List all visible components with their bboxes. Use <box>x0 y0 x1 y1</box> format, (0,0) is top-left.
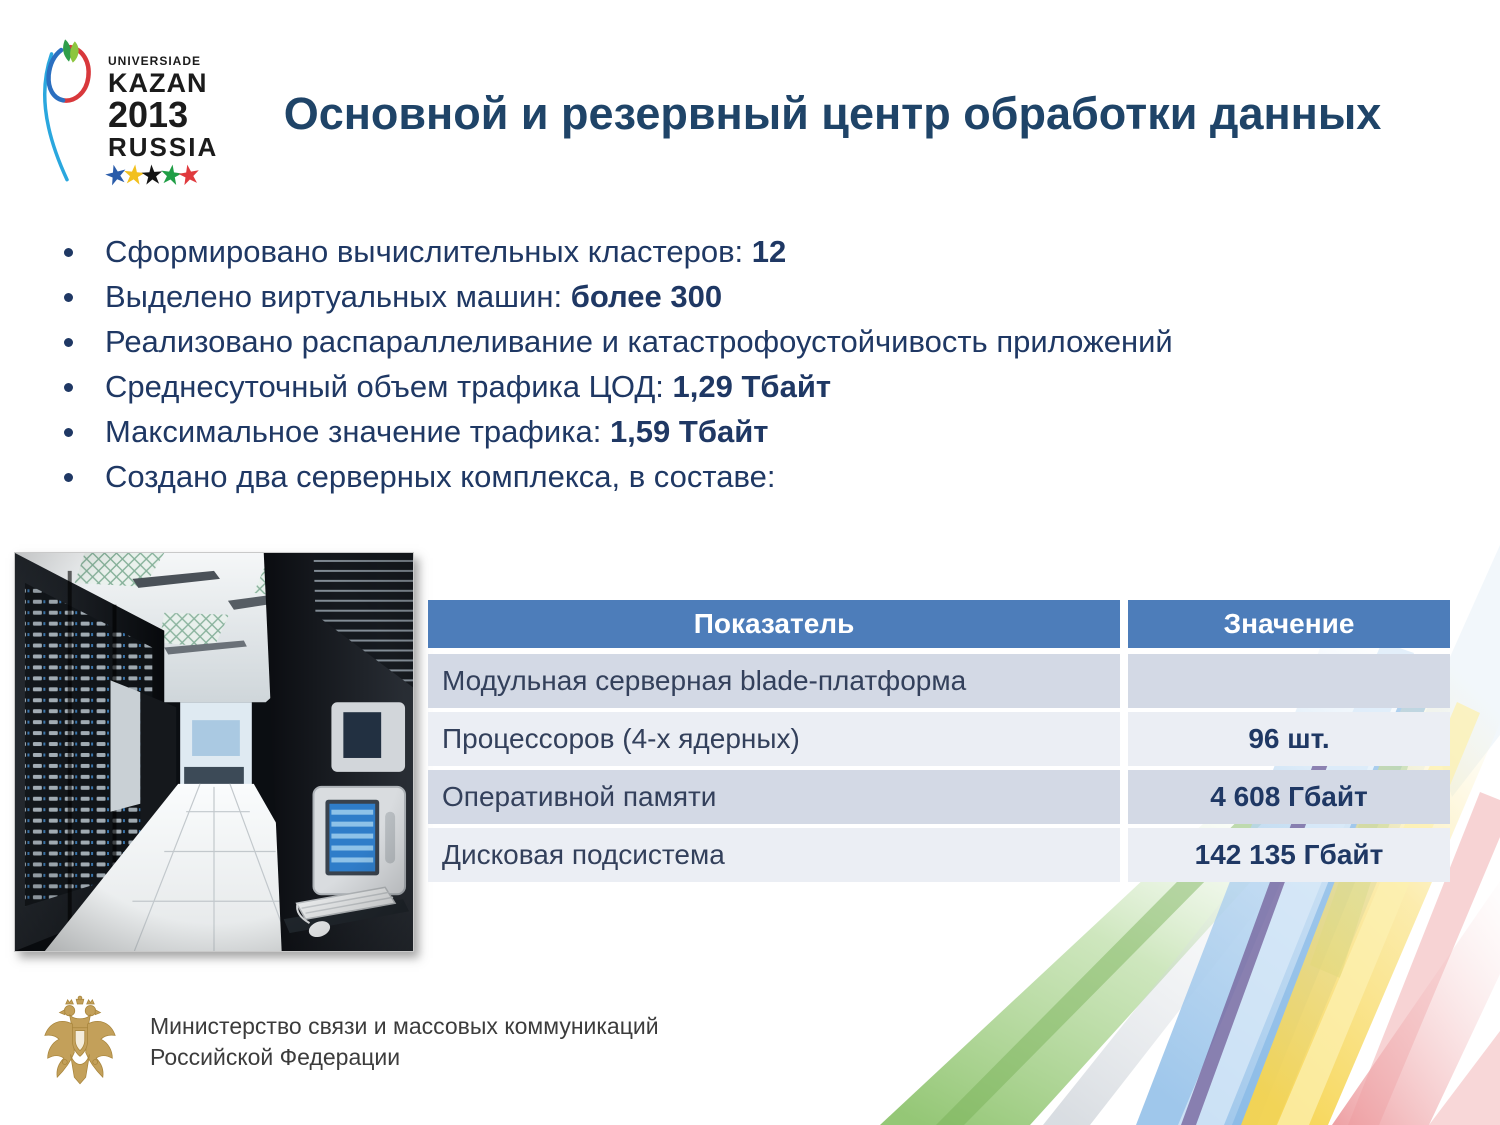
table-cell-value: 142 135 Гбайт <box>1128 828 1450 882</box>
bullet-text: Выделено виртуальных машин: <box>105 279 571 314</box>
ministry-line-1: Министерство связи и массовых коммуникац… <box>150 1013 659 1039</box>
bullet-dot-icon <box>64 473 73 482</box>
double-eagle-emblem-icon <box>44 995 116 1085</box>
bullet-dot-icon <box>64 248 73 257</box>
table-cell-value <box>1128 654 1450 708</box>
bullet-text-bold: более 300 <box>570 279 723 314</box>
bullet-text-bold: 1,29 Тбайт <box>672 369 832 404</box>
bullet-list: Сформировано вычислительных кластеров: 1… <box>55 236 1415 506</box>
table-row: Дисковая подсистема 142 135 Гбайт <box>428 828 1450 882</box>
table-body: Модульная серверная blade-платформа Проце… <box>428 654 1450 882</box>
star-icon: ★ <box>174 158 204 192</box>
server-room-illustration <box>15 553 413 951</box>
logo-kazan: KAZAN <box>108 68 208 98</box>
bullet-text: Создано два серверных комплекса, в соста… <box>105 459 776 494</box>
bullet-item: Выделено виртуальных машин: более 300 <box>55 281 1415 313</box>
table-row: Оперативной памяти 4 608 Гбайт <box>428 770 1450 824</box>
spec-table: Показатель Значение Модульная серверная … <box>428 600 1450 886</box>
bullet-item: Сформировано вычислительных кластеров: 1… <box>55 236 1415 268</box>
logo-text-block: UNIVERSIADE KAZAN 2013 RUSSIA ★★★★★ <box>101 34 219 192</box>
table-header-indicator: Показатель <box>428 600 1120 648</box>
table-header-row: Показатель Значение <box>428 600 1450 648</box>
table-cell-label: Дисковая подсистема <box>428 828 1120 882</box>
bullet-item: Реализовано распараллеливание и катастро… <box>55 326 1415 358</box>
bullet-dot-icon <box>64 338 73 347</box>
table-cell-label: Процессоров (4-х ядерных) <box>428 712 1120 766</box>
table-cell-label: Оперативной памяти <box>428 770 1120 824</box>
bullet-dot-icon <box>64 293 73 302</box>
bullet-dot-icon <box>64 428 73 437</box>
bullet-text-bold: 1,59 Тбайт <box>609 414 769 449</box>
table-header-value: Значение <box>1128 600 1450 648</box>
logo-year: 2013 <box>108 94 189 135</box>
table-row: Модульная серверная blade-платформа <box>428 654 1450 708</box>
bullet-text: Реализовано распараллеливание и катастро… <box>105 324 1173 359</box>
table-cell-value: 4 608 Гбайт <box>1128 770 1450 824</box>
table-row: Процессоров (4-х ядерных) 96 шт. <box>428 712 1450 766</box>
bullet-text: Среднесуточный объем трафика ЦОД: <box>105 369 673 404</box>
table-cell-label: Модульная серверная blade-платформа <box>428 654 1120 708</box>
page-title: Основной и резервный центр обработки дан… <box>283 88 1382 139</box>
ministry-footer: Министерство связи и массовых коммуникац… <box>42 992 659 1094</box>
bullet-item: Среднесуточный объем трафика ЦОД: 1,29 Т… <box>55 371 1415 403</box>
logo-stars: ★★★★★ <box>101 158 218 193</box>
server-room-photo <box>14 552 414 952</box>
bullet-dot-icon <box>64 383 73 392</box>
table-cell-value: 96 шт. <box>1128 712 1450 766</box>
ministry-line-2: Российской Федерации <box>150 1044 401 1070</box>
bullet-text: Сформировано вычислительных кластеров: <box>105 234 752 269</box>
logo-universiade: UNIVERSIADE <box>108 54 202 68</box>
universiade-swoosh-icon <box>43 39 91 182</box>
logo-russia: RUSSIA <box>108 132 219 162</box>
bullet-text-bold: 12 <box>751 234 787 269</box>
ministry-name: Министерство связи и массовых коммуникац… <box>150 992 659 1094</box>
universiade-logo: UNIVERSIADE KAZAN 2013 RUSSIA ★★★★★ <box>38 34 219 192</box>
bullet-item: Максимальное значение трафика: 1,59 Тбай… <box>55 416 1415 448</box>
bullet-text: Максимальное значение трафика: <box>105 414 610 449</box>
bullet-item: Создано два серверных комплекса, в соста… <box>55 461 1415 493</box>
